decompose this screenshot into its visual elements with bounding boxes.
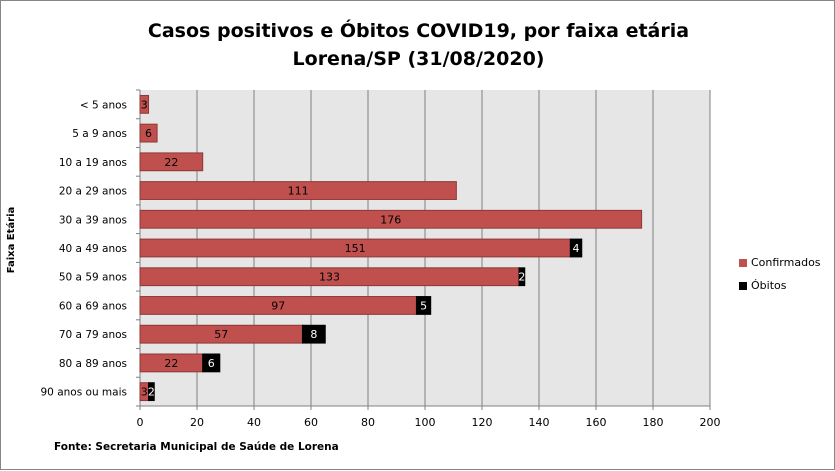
y-tick-label-2: 10 a 19 anos xyxy=(59,157,127,169)
data-label-confirmados-0: 3 xyxy=(141,98,148,111)
legend-item-confirmados: Confirmados xyxy=(739,251,821,274)
x-tick-label-180: 180 xyxy=(643,416,664,429)
data-label-obitos-9: 6 xyxy=(208,357,215,370)
data-label-obitos-10: 2 xyxy=(148,386,155,399)
data-label-confirmados-8: 57 xyxy=(214,328,228,341)
legend-item-obitos: Óbitos xyxy=(739,274,821,297)
data-label-confirmados-9: 22 xyxy=(164,357,178,370)
y-tick-label-0: < 5 anos xyxy=(80,99,127,111)
data-label-obitos-6: 2 xyxy=(518,271,525,284)
x-tick-label-0: 0 xyxy=(137,416,144,429)
x-tick-label-200: 200 xyxy=(700,416,721,429)
x-tick-label-40: 40 xyxy=(247,416,261,429)
y-tick-label-3: 20 a 29 anos xyxy=(59,186,127,198)
legend-label-obitos: Óbitos xyxy=(751,279,787,292)
legend-swatch-obitos xyxy=(739,281,747,290)
legend-label-confirmados: Confirmados xyxy=(751,256,821,269)
x-tick-label-120: 120 xyxy=(472,416,493,429)
y-tick-label-5: 40 a 49 anos xyxy=(59,243,127,255)
data-label-obitos-5: 4 xyxy=(573,242,580,255)
y-tick-label-1: 5 a 9 anos xyxy=(72,128,127,140)
data-label-confirmados-5: 151 xyxy=(345,242,366,255)
x-tick-label-60: 60 xyxy=(304,416,318,429)
chart-title-line-1: Casos positivos e Óbitos COVID19, por fa… xyxy=(147,20,690,42)
data-label-confirmados-3: 111 xyxy=(288,185,309,198)
bar-obitos-7 xyxy=(415,296,432,315)
bar-confirmados-0 xyxy=(139,94,150,114)
bar-confirmados-4 xyxy=(139,209,643,229)
bar-obitos-5 xyxy=(569,238,583,258)
y-tick-label-4: 30 a 39 anos xyxy=(59,214,127,226)
bar-obitos-10 xyxy=(148,382,155,402)
y-tick-label-7: 60 a 69 anos xyxy=(59,300,127,312)
legend-swatch-confirmados xyxy=(739,258,747,267)
data-label-confirmados-2: 22 xyxy=(164,156,178,169)
data-label-confirmados-1: 6 xyxy=(145,127,152,140)
x-tick-label-140: 140 xyxy=(529,416,550,429)
data-label-confirmados-6: 133 xyxy=(319,271,340,284)
y-tick-label-8: 70 a 79 anos xyxy=(59,329,127,341)
data-label-confirmados-10: 3 xyxy=(141,386,148,399)
data-label-confirmados-4: 176 xyxy=(380,213,401,226)
chart-title-line-2: Lorena/SP (31/08/2020) xyxy=(292,48,545,70)
bar-obitos-6 xyxy=(518,267,526,287)
x-tick-label-80: 80 xyxy=(361,416,375,429)
bar-confirmados-3 xyxy=(139,181,457,200)
y-tick-label-10: 90 anos ou mais xyxy=(41,387,128,399)
y-tick-label-9: 80 a 89 anos xyxy=(59,358,127,370)
x-tick-label-100: 100 xyxy=(415,416,436,429)
bar-obitos-8 xyxy=(301,324,326,344)
data-label-obitos-8: 8 xyxy=(310,328,317,341)
bar-obitos-9 xyxy=(202,353,221,373)
x-tick-label-160: 160 xyxy=(586,416,607,429)
source-note: Fonte: Secretaria Municipal de Saúde de … xyxy=(54,441,339,453)
bar-confirmados-1 xyxy=(139,123,158,143)
bar-confirmados-2 xyxy=(139,152,204,172)
y-tick-label-6: 50 a 59 anos xyxy=(59,272,127,284)
x-tick-label-20: 20 xyxy=(190,416,204,429)
legend: Confirmados Óbitos xyxy=(739,251,821,297)
data-label-obitos-7: 5 xyxy=(420,299,427,312)
data-label-confirmados-7: 97 xyxy=(271,299,285,312)
